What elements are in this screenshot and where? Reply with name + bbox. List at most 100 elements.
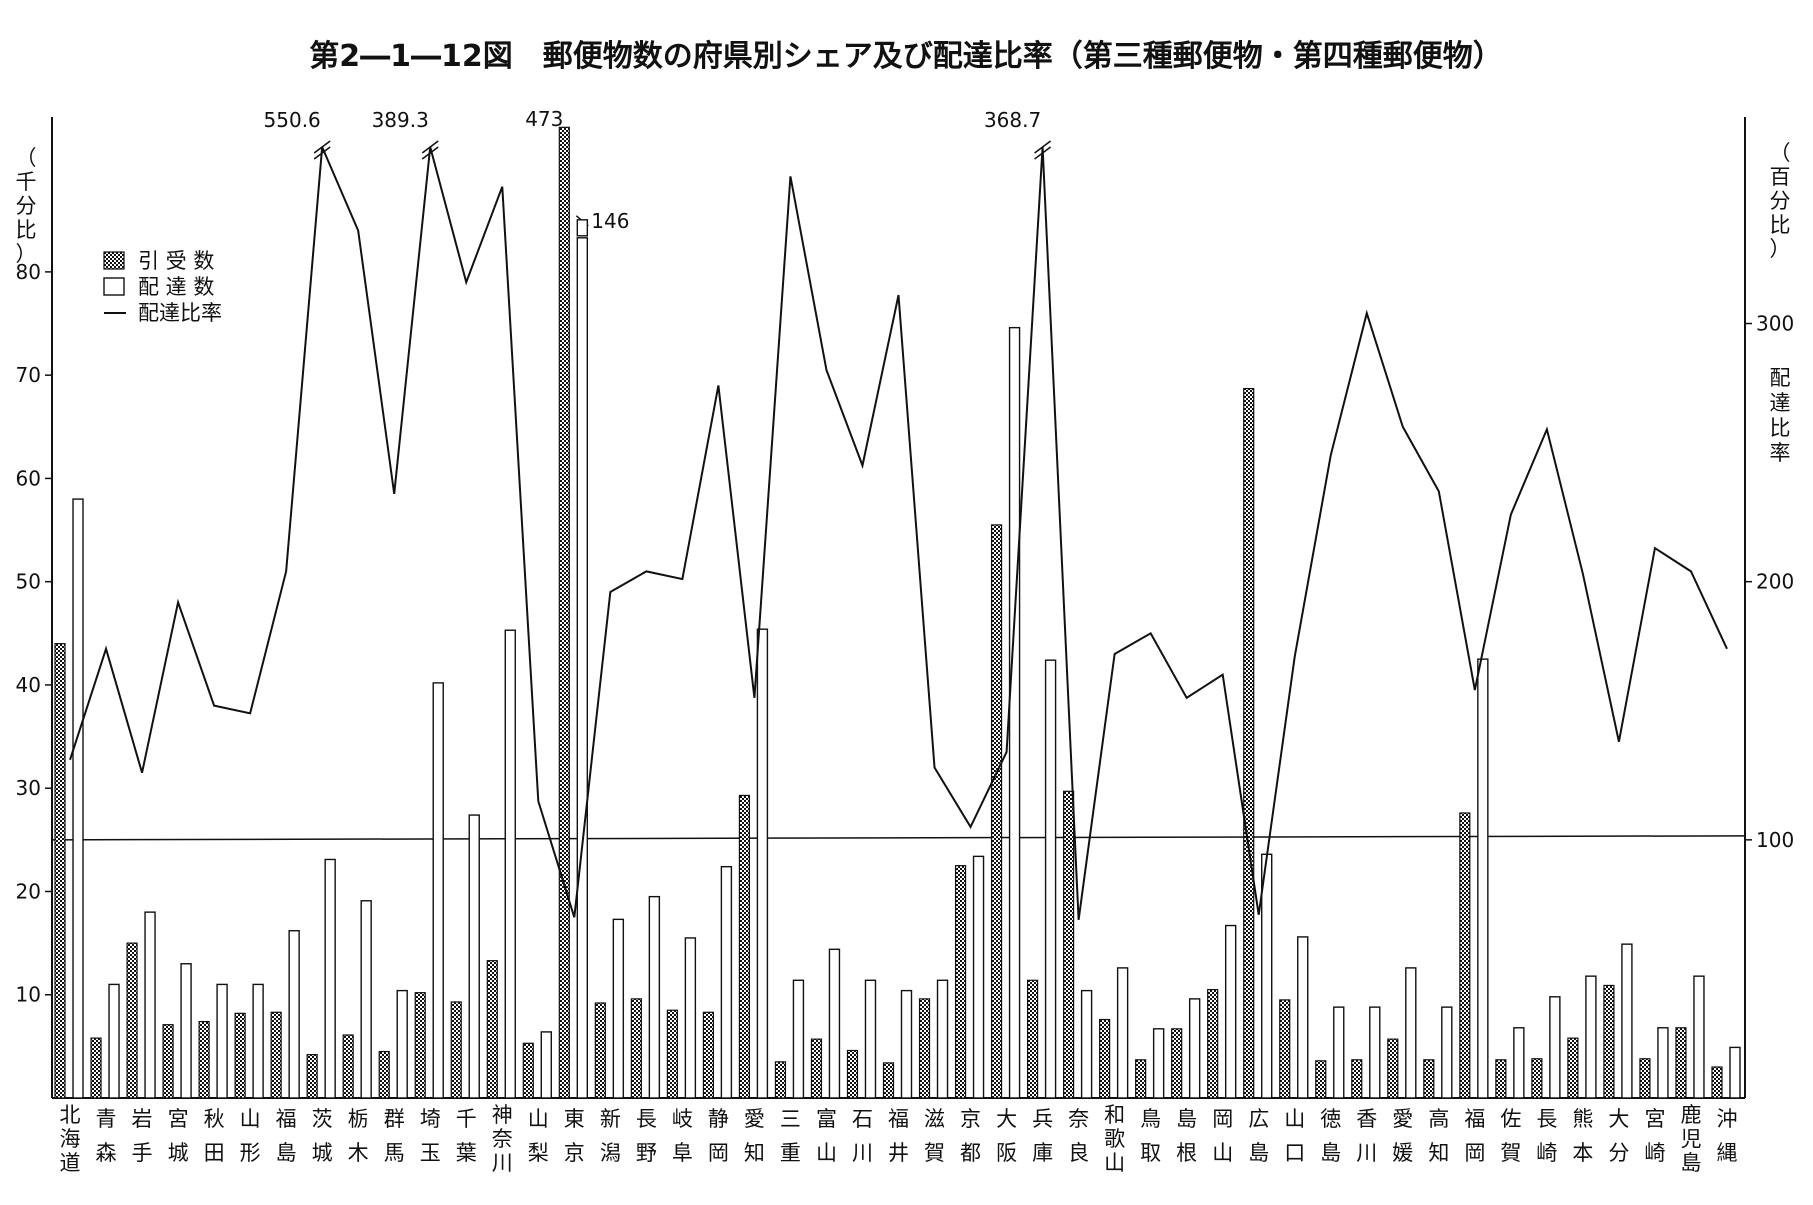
category-label-char: 群 bbox=[384, 1107, 405, 1131]
bar-haitatsu bbox=[1261, 853, 1273, 1099]
left-tick-label: 60 bbox=[16, 466, 41, 490]
bar-hikiuke bbox=[1603, 984, 1615, 1099]
category-label-char: 山 bbox=[1212, 1141, 1233, 1165]
left-tick-label: 80 bbox=[16, 260, 41, 284]
legend-swatch-open bbox=[103, 277, 125, 296]
category-label-char: 高 bbox=[1428, 1107, 1449, 1131]
category-label-char: 宮 bbox=[1644, 1107, 1665, 1131]
bar-hikiuke bbox=[1531, 1058, 1543, 1099]
category-label-char: 島 bbox=[276, 1141, 297, 1165]
category-label-char: 神 bbox=[492, 1103, 513, 1127]
bar-haitatsu bbox=[972, 855, 985, 1099]
ratio-line bbox=[69, 146, 1728, 921]
bar-hikiuke bbox=[1711, 1066, 1723, 1099]
category-label-char: 栃 bbox=[348, 1107, 369, 1131]
bar-haitatsu bbox=[1657, 1027, 1669, 1099]
bar-hikiuke bbox=[342, 1034, 354, 1099]
left-tick-label: 70 bbox=[16, 363, 41, 387]
bar-haitatsu bbox=[1044, 659, 1057, 1099]
bar-hikiuke bbox=[1495, 1059, 1507, 1099]
break-mark bbox=[1034, 140, 1052, 154]
category-label-char: 庫 bbox=[1032, 1141, 1053, 1165]
category-label-char: 重 bbox=[780, 1141, 801, 1165]
bar-hikiuke bbox=[774, 1061, 787, 1099]
category-label-char: 広 bbox=[1248, 1107, 1269, 1131]
right-axis-unit-char: 分 bbox=[1770, 189, 1791, 213]
bar-haitatsu bbox=[1729, 1046, 1741, 1099]
bar-hikiuke bbox=[306, 1054, 318, 1099]
category-label-char: 馬 bbox=[384, 1141, 405, 1165]
category-label-char: 新 bbox=[600, 1107, 621, 1131]
bar-hikiuke bbox=[1639, 1058, 1651, 1099]
category-label-char: 沖 bbox=[1716, 1107, 1737, 1131]
category-label-char: 賀 bbox=[924, 1141, 945, 1165]
bar-haitatsu bbox=[792, 979, 805, 1099]
bar-hikiuke bbox=[1387, 1038, 1399, 1099]
category-label-char: 児 bbox=[1680, 1127, 1701, 1151]
bar-hikiuke bbox=[594, 1002, 606, 1099]
category-label-char: 山 bbox=[816, 1141, 837, 1165]
bar-hikiuke bbox=[1099, 1018, 1111, 1099]
category-label-char: 福 bbox=[1464, 1107, 1485, 1131]
category-label-char: 葉 bbox=[456, 1141, 477, 1165]
bar-hikiuke bbox=[1459, 812, 1471, 1099]
break-mark bbox=[421, 146, 439, 160]
bar-haitatsu bbox=[432, 682, 444, 1099]
category-label-char: 京 bbox=[960, 1107, 981, 1131]
legend: 引 受 数 配 達 数 配達比率 bbox=[103, 249, 222, 325]
category-label-char: 崎 bbox=[1644, 1141, 1665, 1165]
break-mark bbox=[313, 140, 331, 154]
category-label-char: 大 bbox=[996, 1107, 1017, 1131]
category-label-char: 川 bbox=[492, 1151, 513, 1175]
bar-hikiuke bbox=[1026, 979, 1039, 1099]
break-mark bbox=[421, 140, 439, 154]
right-tick-label: 100 bbox=[1756, 828, 1794, 852]
left-tick-label: 20 bbox=[16, 879, 41, 903]
category-label-char: 兵 bbox=[1032, 1107, 1053, 1131]
category-label-char: 北 bbox=[60, 1103, 81, 1127]
reference-line bbox=[51, 835, 1746, 841]
bar-haitatsu bbox=[1333, 1006, 1345, 1099]
bar-haitatsu bbox=[720, 865, 733, 1099]
bars bbox=[54, 126, 1741, 1099]
bar-haitatsu bbox=[252, 983, 264, 1099]
bar-hikiuke bbox=[954, 865, 967, 1099]
bar-hikiuke bbox=[1423, 1059, 1435, 1099]
bar-haitatsu bbox=[936, 979, 949, 1099]
category-label-char: 和 bbox=[1104, 1103, 1125, 1127]
bar-hikiuke bbox=[126, 942, 138, 1099]
category-label-char: 奈 bbox=[492, 1127, 513, 1151]
left-axis-ticks: 10 20 30 40 50 60 70 80 bbox=[16, 260, 52, 1007]
category-label-char: 愛 bbox=[1392, 1107, 1413, 1131]
bar-haitatsu bbox=[504, 629, 516, 1099]
category-label-char: 茨 bbox=[312, 1107, 333, 1131]
bar-annotation: 146 bbox=[591, 209, 629, 233]
bar-haitatsu bbox=[1008, 326, 1021, 1099]
category-label-char: 鹿 bbox=[1680, 1103, 1701, 1127]
category-label-char: 山 bbox=[1284, 1107, 1305, 1131]
bar-haitatsu bbox=[1297, 936, 1309, 1099]
category-label-char: 富 bbox=[816, 1107, 837, 1131]
bar-haitatsu bbox=[1549, 996, 1561, 1099]
bar-hikiuke bbox=[558, 126, 570, 1099]
bar-hikiuke bbox=[918, 998, 931, 1099]
category-label-char: 歌 bbox=[1104, 1127, 1125, 1151]
bar-haitatsu bbox=[396, 989, 408, 1099]
break-mark bbox=[313, 146, 331, 160]
category-label-char: 知 bbox=[744, 1141, 765, 1165]
category-label-char: 分 bbox=[1608, 1141, 1629, 1165]
bar-hikiuke bbox=[1675, 1027, 1687, 1099]
category-label-char: 梨 bbox=[528, 1141, 549, 1165]
category-label-char: 岩 bbox=[132, 1107, 153, 1131]
bar-haitatsu bbox=[216, 983, 228, 1099]
right-axis-label-char: 配 bbox=[1770, 366, 1791, 390]
right-axis-label-char: 比 bbox=[1770, 416, 1791, 440]
category-label-char: 井 bbox=[888, 1141, 909, 1165]
bar-haitatsu bbox=[72, 498, 84, 1099]
ratio-polyline bbox=[69, 146, 1728, 921]
left-tick-label: 40 bbox=[16, 673, 41, 697]
category-label-char: 城 bbox=[312, 1141, 333, 1165]
bar-hikiuke bbox=[162, 1024, 174, 1099]
category-label-char: 愛 bbox=[744, 1107, 765, 1131]
